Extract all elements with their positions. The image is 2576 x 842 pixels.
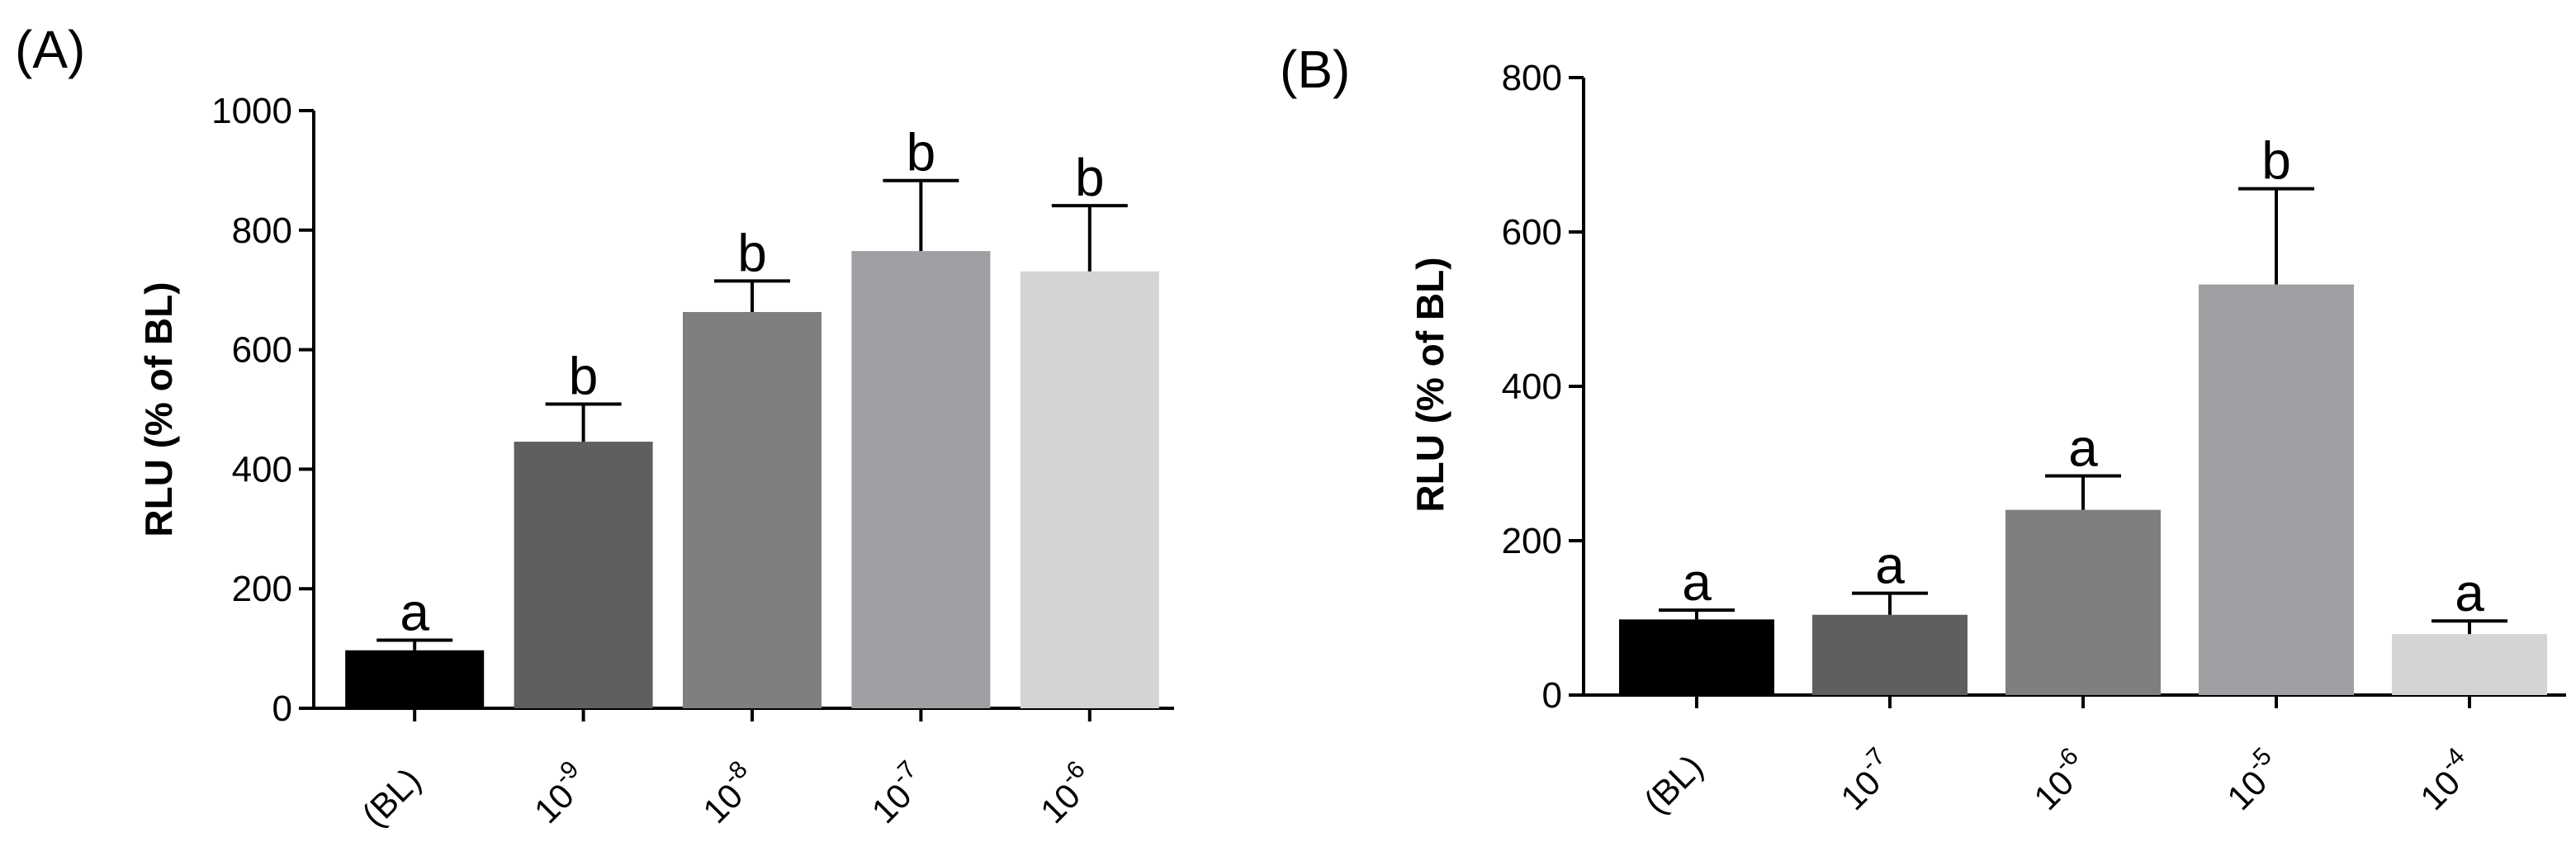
panel-a-y-tick-label: 200 (232, 569, 292, 609)
panel-b-category-label: 10-6 (2022, 742, 2097, 817)
panel-b-y-tick-label: 400 (1502, 367, 1562, 407)
panel-b-significance-letter: a (1875, 536, 1905, 595)
panel-a-error-bar (1051, 204, 1128, 272)
panel-a-bar (345, 650, 485, 708)
panel-b: (B) RLU (% of BL) 0 200 400 600 800 a (BL) a 10-… (1280, 40, 2566, 821)
panel-b-error-bar (1659, 608, 1735, 620)
panel-a-bar (683, 311, 822, 708)
panel-a-y-axis-title: RLU (% of BL) (137, 281, 180, 537)
panel-a-bar (1020, 271, 1159, 709)
panel-b-category-label: 10-4 (2408, 742, 2484, 817)
panel-b-category-label: (BL) (1636, 747, 1710, 821)
panel-a-significance-letter: b (907, 123, 936, 182)
panel-b-significance-letter: a (2068, 418, 2098, 477)
panel-b-category-label: 10-5 (2215, 742, 2290, 817)
panel-a-y-tick-label: 600 (232, 330, 292, 371)
panel-b-bar (2005, 509, 2161, 695)
panel-a-y-tick-label: 1000 (211, 91, 292, 131)
panel-a-label: (A) (15, 20, 85, 79)
panel-a-y-tick-label: 0 (272, 688, 292, 729)
panel-b-significance-letter: b (2261, 131, 2291, 191)
panel-b-y-axis-title: RLU (% of BL) (1409, 257, 1451, 512)
panel-b-y-tick-label: 800 (1502, 58, 1562, 98)
panel-b-significance-letter: a (1682, 552, 1712, 612)
panel-a-category-label: 10-9 (522, 755, 597, 830)
panel-a-category-label: 10-6 (1028, 755, 1103, 830)
panel-b-error-bar (1852, 591, 1928, 615)
panel-b-y-tick-label: 0 (1542, 675, 1562, 716)
panel-a-category-label: 10-7 (859, 755, 935, 830)
panel-a-bar (851, 251, 991, 708)
panel-a-significance-letter: b (737, 223, 767, 282)
panel-b-y-tick-label: 600 (1502, 212, 1562, 253)
panel-b-plot: 0 200 400 600 800 a (BL) a 10-7 a 10-6 b 10-5 a 10-4 (1502, 58, 2566, 821)
panel-a-significance-letter: b (1075, 148, 1105, 207)
panel-b-category-label: 10-7 (1829, 742, 1904, 817)
panel-a-bar (514, 442, 653, 708)
panel-b-bar (2199, 284, 2354, 695)
panel-b-label: (B) (1280, 40, 1350, 99)
panel-a-plot: 0 200 400 600 800 1000 a (BL) b 10-9 b 10-8 b 10-7 b 10… (211, 91, 1174, 834)
panel-a-significance-letter: b (569, 346, 599, 405)
panel-a: (A) RLU (% of BL) 0 200 400 600 800 1000 a (BL)… (15, 20, 1174, 834)
panel-a-error-bar (714, 279, 790, 312)
panel-b-bar (2392, 634, 2547, 695)
panel-a-category-label: 10-8 (691, 755, 766, 830)
panel-a-category-label: (BL) (354, 760, 428, 834)
panel-b-bar (1812, 614, 1968, 695)
panel-b-y-tick-label: 200 (1502, 521, 1562, 561)
panel-a-y-tick-label: 400 (232, 449, 292, 490)
panel-b-error-bar (2238, 187, 2314, 285)
panel-a-error-bar (376, 638, 453, 650)
panel-b-significance-letter: a (2455, 563, 2484, 622)
panel-b-bar (1619, 619, 1774, 695)
panel-b-error-bar (2045, 474, 2121, 510)
panel-a-error-bar (883, 178, 959, 252)
panel-a-error-bar (545, 402, 622, 442)
panel-a-significance-letter: a (400, 582, 429, 641)
panel-a-y-tick-label: 800 (232, 210, 292, 251)
panel-b-error-bar (2432, 619, 2507, 635)
